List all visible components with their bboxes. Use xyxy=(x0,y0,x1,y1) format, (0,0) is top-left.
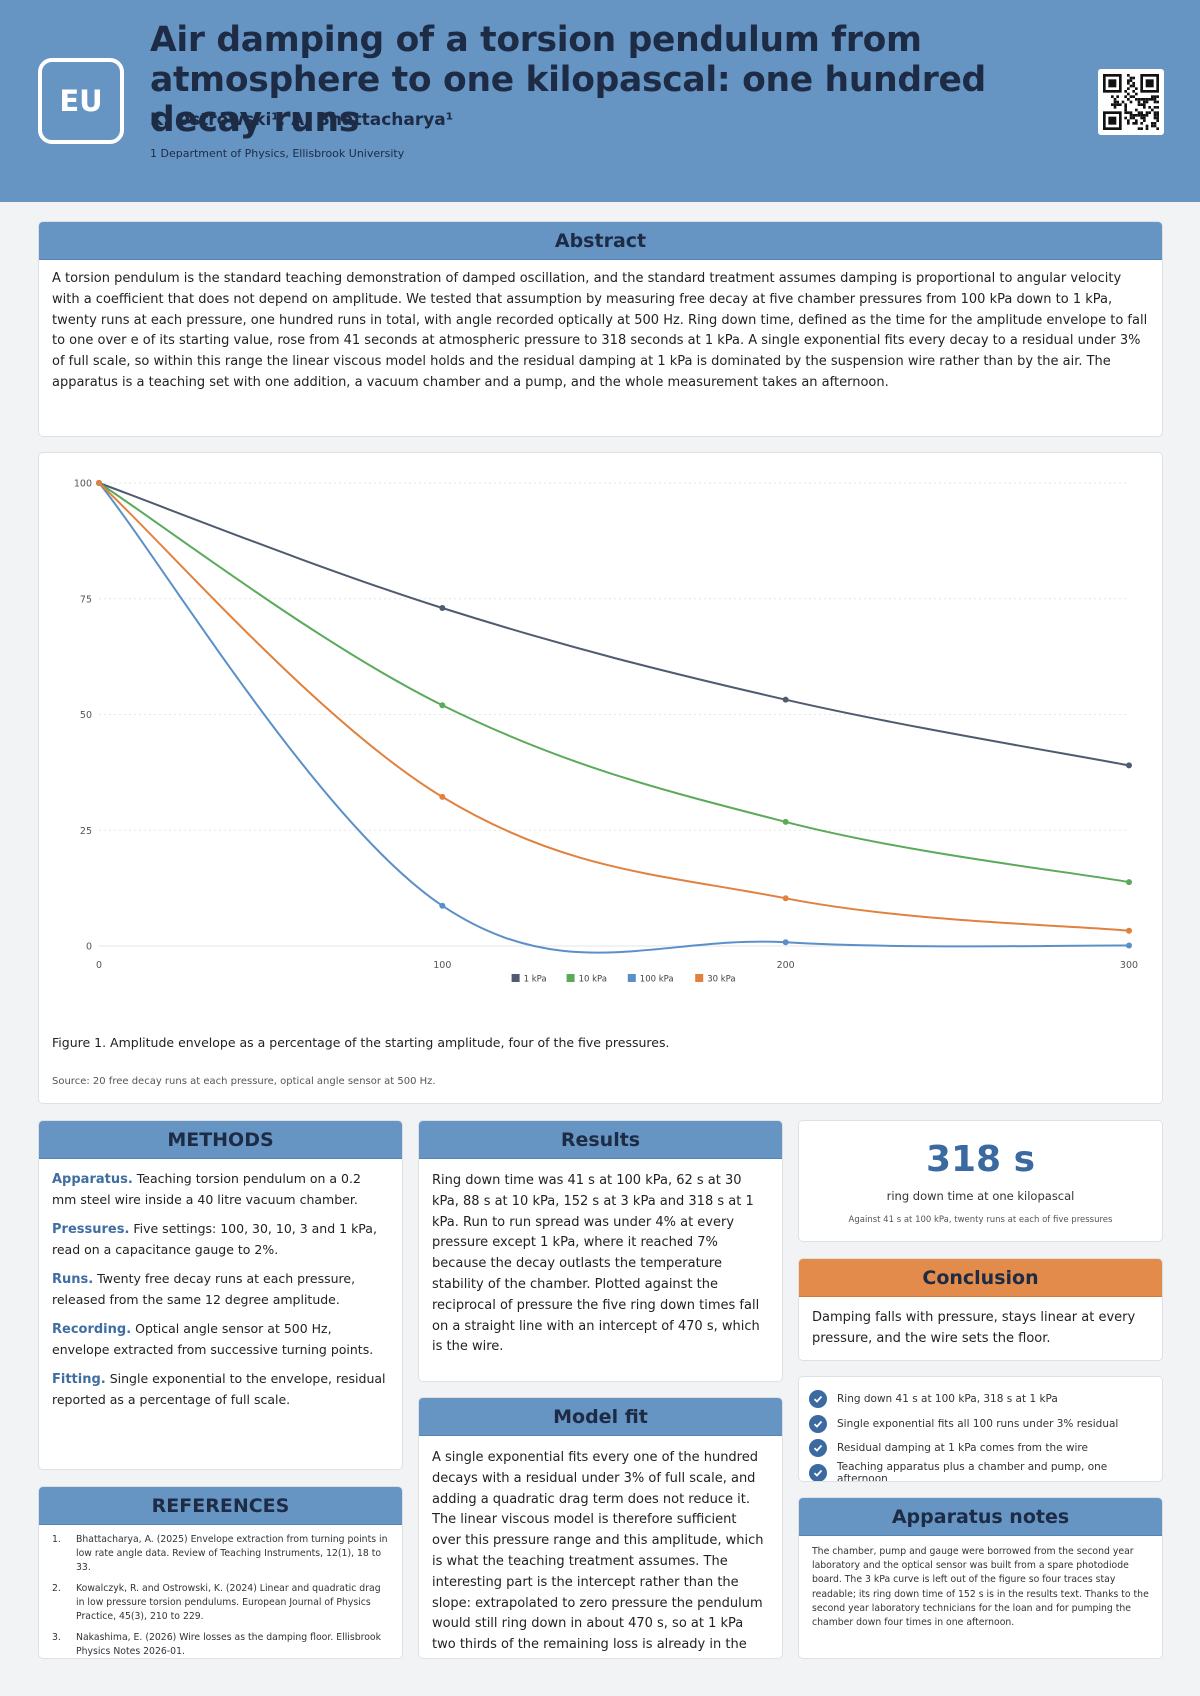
key-stat-panel: 318 s ring down time at one kilopascal A… xyxy=(798,1120,1163,1242)
checklist-item: Residual damping at 1 kPa comes from the… xyxy=(809,1436,1152,1461)
methods-item: Pressures. Five settings: 100, 30, 10, 3… xyxy=(52,1221,377,1257)
data-point xyxy=(439,902,446,909)
legend-label: 100 kPa xyxy=(640,975,674,985)
check-circle-icon xyxy=(809,1439,827,1458)
data-point xyxy=(1126,942,1132,949)
apparatus-notes-text: The chamber, pump and gauge were borrowe… xyxy=(812,1546,1149,1629)
check-circle-icon xyxy=(809,1390,827,1409)
series-line xyxy=(98,482,1130,884)
figure-caption: Figure 1. Amplitude envelope as a percen… xyxy=(52,1035,670,1050)
data-point xyxy=(782,696,789,703)
series-line xyxy=(98,482,1130,767)
apparatus-notes-heading: Apparatus notes xyxy=(799,1498,1162,1536)
apparatus-notes-panel: Apparatus notes The chamber, pump and ga… xyxy=(798,1497,1163,1659)
data-point xyxy=(782,895,789,902)
methods-heading: METHODS xyxy=(39,1121,402,1159)
methods-item: Recording. Optical angle sensor at 500 H… xyxy=(52,1321,374,1357)
x-tick-label: 0 xyxy=(96,960,102,971)
data-point xyxy=(1126,762,1132,769)
key-findings-checklist: Ring down 41 s at 100 kPa, 318 s at 1 kP… xyxy=(798,1376,1163,1482)
abstract-text: A torsion pendulum is the standard teach… xyxy=(52,271,1148,390)
references-panel: REFERENCES 1. Bhattacharya, A. (2025) Env… xyxy=(38,1486,403,1659)
legend-label: 30 kPa xyxy=(707,975,735,985)
checklist-item: Single exponential fits all 100 runs und… xyxy=(809,1412,1152,1437)
methods-item: Apparatus. Teaching torsion pendulum on … xyxy=(52,1171,361,1207)
results-text: Ring down time was 41 s at 100 kPa, 62 s… xyxy=(432,1173,760,1355)
model-fit-panel: Model fit A single exponential fits ever… xyxy=(418,1397,783,1659)
results-panel: Results Ring down time was 41 s at 100 k… xyxy=(418,1120,783,1382)
legend-swatch xyxy=(566,974,575,982)
data-point xyxy=(782,939,789,946)
abstract-panel: Abstract A torsion pendulum is the stand… xyxy=(38,221,1163,437)
legend-swatch xyxy=(627,974,636,982)
check-circle-icon xyxy=(809,1463,827,1481)
model-fit-heading: Model fit xyxy=(419,1398,782,1436)
reference-item: 1. Bhattacharya, A. (2025) Envelope extra… xyxy=(52,1534,388,1573)
data-point xyxy=(782,818,789,825)
abstract-heading: Abstract xyxy=(39,222,1162,260)
y-tick-label: 50 xyxy=(80,710,92,721)
references-heading: REFERENCES xyxy=(39,1487,402,1525)
check-circle-icon xyxy=(809,1414,827,1433)
university-logo: EU xyxy=(38,58,124,144)
x-tick-label: 100 xyxy=(433,960,451,971)
qr-code-icon[interactable] xyxy=(1098,69,1164,135)
amplitude-envelope-chart: 0 25 50 75 100 0 100 200 300 1 kPa 10 kPa 100 kPa 30… xyxy=(74,479,1138,985)
data-point xyxy=(1126,927,1132,934)
methods-list: Apparatus. Teaching torsion pendulum on … xyxy=(39,1159,402,1429)
x-tick-label: 200 xyxy=(777,960,795,971)
poster-header: EU Air damping of a torsion pendulum fro… xyxy=(0,0,1200,202)
checklist-item: Ring down 41 s at 100 kPa, 318 s at 1 kP… xyxy=(809,1387,1152,1412)
y-tick-label: 0 xyxy=(86,942,92,953)
legend-label: 10 kPa xyxy=(579,975,607,985)
conclusion-heading: Conclusion xyxy=(799,1259,1162,1297)
y-tick-label: 100 xyxy=(74,479,92,490)
reference-item: 3. Nakashima, E. (2026) Wire losses as th… xyxy=(52,1632,381,1657)
model-fit-text: A single exponential fits every one of t… xyxy=(432,1450,764,1658)
key-stat-value: 318 s xyxy=(925,1139,1036,1180)
legend-swatch xyxy=(511,974,520,982)
series-line xyxy=(98,482,1130,932)
checklist-item: Teaching apparatus plus a chamber and pu… xyxy=(809,1461,1152,1481)
data-point xyxy=(439,702,446,709)
figure-panel: 0 25 50 75 100 0 100 200 300 1 kPa 10 kPa 100 kPa 30… xyxy=(38,452,1163,1104)
poster-affiliation: 1 Department of Physics, Ellisbrook Univ… xyxy=(150,147,405,160)
series-line xyxy=(98,482,1130,954)
legend-label: 1 kPa xyxy=(524,975,547,985)
data-point xyxy=(439,793,446,800)
conclusion-text: Damping falls with pressure, stays linea… xyxy=(812,1310,1136,1346)
conclusion-panel: Conclusion Damping falls with pressure, … xyxy=(798,1258,1163,1361)
reference-item: 2. Kowalczyk, R. and Ostrowski, K. (2024)… xyxy=(52,1583,381,1622)
data-point xyxy=(439,605,446,612)
y-tick-label: 25 xyxy=(80,826,92,837)
legend-swatch xyxy=(695,974,704,982)
data-point xyxy=(96,480,102,486)
x-tick-label: 300 xyxy=(1120,960,1138,971)
key-stat-label: ring down time at one kilopascal xyxy=(886,1189,1075,1203)
data-point xyxy=(1126,879,1132,886)
results-heading: Results xyxy=(419,1121,782,1159)
y-tick-label: 75 xyxy=(80,594,92,605)
figure-source: Source: 20 free decay runs at each press… xyxy=(52,1076,436,1087)
poster-authors: K. Ostrowski¹, A. Bhattacharya¹ xyxy=(150,110,454,130)
methods-panel: METHODS Apparatus. Teaching torsion pend… xyxy=(38,1120,403,1470)
methods-item: Fitting. Single exponential to the envel… xyxy=(52,1371,386,1407)
key-stat-subtext: Against 41 s at 100 kPa, twenty runs at … xyxy=(848,1215,1113,1225)
poster-title: Air damping of a torsion pendulum from a… xyxy=(150,20,986,140)
methods-item: Runs. Twenty free decay runs at each pre… xyxy=(52,1271,356,1307)
